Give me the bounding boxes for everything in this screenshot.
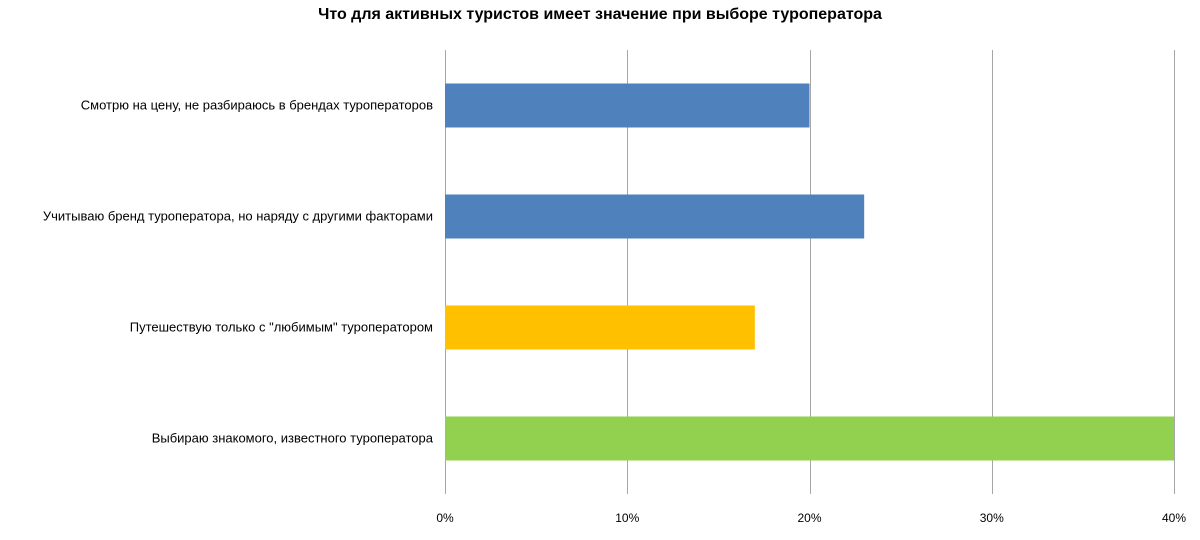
bar	[445, 83, 810, 128]
x-tick-label: 0%	[436, 511, 454, 525]
x-tick-labels: 0% 10% 20% 30% 40%	[436, 511, 1186, 525]
chart-title: Что для активных туристов имеет значение…	[318, 6, 882, 23]
x-tick-label: 20%	[797, 511, 821, 525]
category-label: Путешествую только с "любимым" туроперат…	[130, 320, 433, 335]
category-label: Смотрю на цену, не разбираюсь в брендах …	[81, 98, 433, 113]
category-labels: Смотрю на цену, не разбираюсь в брендах …	[43, 98, 434, 446]
x-tick-label: 10%	[615, 511, 639, 525]
bar	[445, 194, 865, 239]
category-label: Выбираю знакомого, известного туроперато…	[152, 431, 434, 446]
bar	[445, 305, 755, 350]
category-label: Учитываю бренд туроператора, но наряду с…	[43, 209, 433, 224]
bar	[445, 416, 1174, 461]
x-tick-label: 30%	[980, 511, 1004, 525]
x-tick-label: 40%	[1162, 511, 1186, 525]
bars	[445, 83, 1174, 461]
